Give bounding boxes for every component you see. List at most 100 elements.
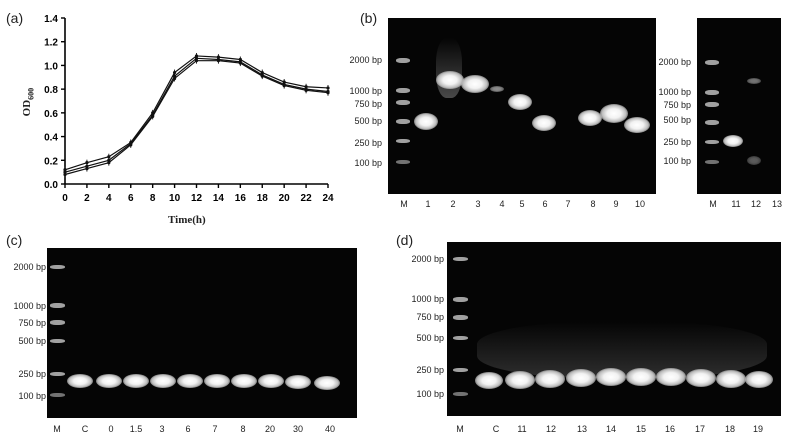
data-point [85, 161, 89, 165]
lane-label: 18 [724, 424, 735, 434]
data-point [304, 88, 308, 92]
data-point [129, 143, 133, 147]
x-tick-label: 8 [150, 193, 156, 204]
bp-label: 250 bp [18, 369, 46, 379]
lane-label: 20 [264, 424, 275, 434]
lane-label: 10 [634, 199, 645, 209]
lane-label: M [709, 199, 717, 209]
lane-label: 7 [565, 199, 571, 209]
lane-label: 4 [499, 199, 505, 209]
data-point [63, 172, 67, 177]
bp-label: 250 bp [354, 138, 382, 148]
lane-label: 16 [664, 424, 675, 434]
bp-label: 2000 bp [658, 57, 691, 67]
bp-label: 100 bp [416, 389, 444, 399]
lane-label: 12 [545, 424, 556, 434]
x-tick-label: 22 [301, 193, 313, 204]
lane-label: 15 [635, 424, 646, 434]
y-tick-label: 1.0 [44, 61, 58, 72]
gel-d [447, 242, 781, 416]
y-tick-label: 0.2 [44, 156, 58, 167]
lane-label: 6 [542, 199, 548, 209]
bp-label: 500 bp [663, 115, 691, 125]
data-point [326, 86, 330, 90]
x-tick-label: 16 [235, 193, 247, 204]
y-axis-label: OD600 [21, 87, 36, 117]
bp-label: 500 bp [354, 116, 382, 126]
y-tick-label: 0.0 [44, 180, 58, 191]
lane-label: 6 [185, 424, 191, 434]
lane-label: 11 [731, 199, 741, 209]
data-point [107, 155, 111, 159]
lane-label: M [456, 424, 464, 434]
lane-label: M [53, 424, 61, 434]
x-tick-label: 14 [213, 193, 225, 204]
lane-label: 2 [450, 199, 456, 209]
panel-b-label: (b) [360, 10, 378, 26]
data-point [238, 61, 242, 65]
lane-label: 1 [425, 199, 431, 209]
bp-label: 100 bp [663, 156, 691, 166]
bp-label: 1000 bp [658, 87, 691, 97]
lane-label: C [81, 424, 89, 434]
x-tick-label: 2 [84, 193, 90, 204]
bp-label: 750 bp [416, 312, 444, 322]
bp-label: 250 bp [663, 137, 691, 147]
lane-label: 13 [576, 424, 587, 434]
x-tick-label: 18 [257, 193, 269, 204]
bp-label: 2000 bp [349, 55, 382, 65]
bp-label: 2000 bp [13, 262, 46, 272]
data-point [85, 166, 89, 171]
lane-label: 0 [108, 424, 114, 434]
lane-label: 11 [517, 424, 527, 434]
lane-label: 13 [771, 199, 782, 209]
panel-d-label: (d) [396, 232, 414, 248]
lane-label: 5 [519, 199, 525, 209]
lane-label: 3 [475, 199, 481, 209]
bp-label: 100 bp [354, 158, 382, 168]
data-point [151, 114, 155, 119]
bp-label: 750 bp [663, 100, 691, 110]
lane-label: 9 [613, 199, 619, 209]
y-tick-label: 0.4 [44, 133, 58, 144]
data-point [260, 74, 264, 78]
lane-label: 8 [240, 424, 246, 434]
data-point [326, 91, 330, 95]
series-line-2 [64, 57, 329, 173]
lane-label: 3 [159, 424, 165, 434]
bp-label: 1000 bp [349, 86, 382, 96]
lane-label: 30 [292, 424, 303, 434]
data-point [172, 70, 177, 75]
lane-label: 7 [212, 424, 218, 434]
lane-label: 40 [324, 424, 335, 434]
x-tick-label: 6 [128, 193, 134, 204]
bp-label: 1000 bp [13, 301, 46, 311]
x-tick-label: 4 [106, 193, 112, 204]
gel-b-right [697, 18, 781, 194]
y-tick-label: 1.2 [44, 38, 58, 49]
gel-b-left [388, 18, 656, 194]
lane-label: 12 [750, 199, 761, 209]
series-line-1 [64, 55, 329, 171]
y-tick-label: 1.4 [44, 14, 58, 25]
panel-a-label: (a) [6, 10, 24, 26]
data-point [107, 161, 111, 165]
x-axis-label: Time(h) [168, 214, 206, 226]
bp-label: 2000 bp [411, 254, 444, 264]
data-point [172, 76, 177, 81]
y-tick-label: 0.6 [44, 109, 58, 120]
x-tick-label: 0 [62, 193, 68, 204]
bp-label: 100 bp [18, 391, 46, 401]
data-point [194, 59, 199, 63]
panel-c-label: (c) [6, 232, 23, 248]
lane-label: 14 [605, 424, 616, 434]
bp-label: 750 bp [18, 318, 46, 328]
lane-label: M [400, 199, 408, 209]
gel-c [47, 248, 357, 418]
lane-label: C [492, 424, 500, 434]
bp-label: 1000 bp [411, 294, 444, 304]
lane-label: 8 [590, 199, 596, 209]
bp-label: 500 bp [416, 333, 444, 343]
bp-label: 750 bp [354, 99, 382, 109]
data-point [282, 83, 286, 88]
